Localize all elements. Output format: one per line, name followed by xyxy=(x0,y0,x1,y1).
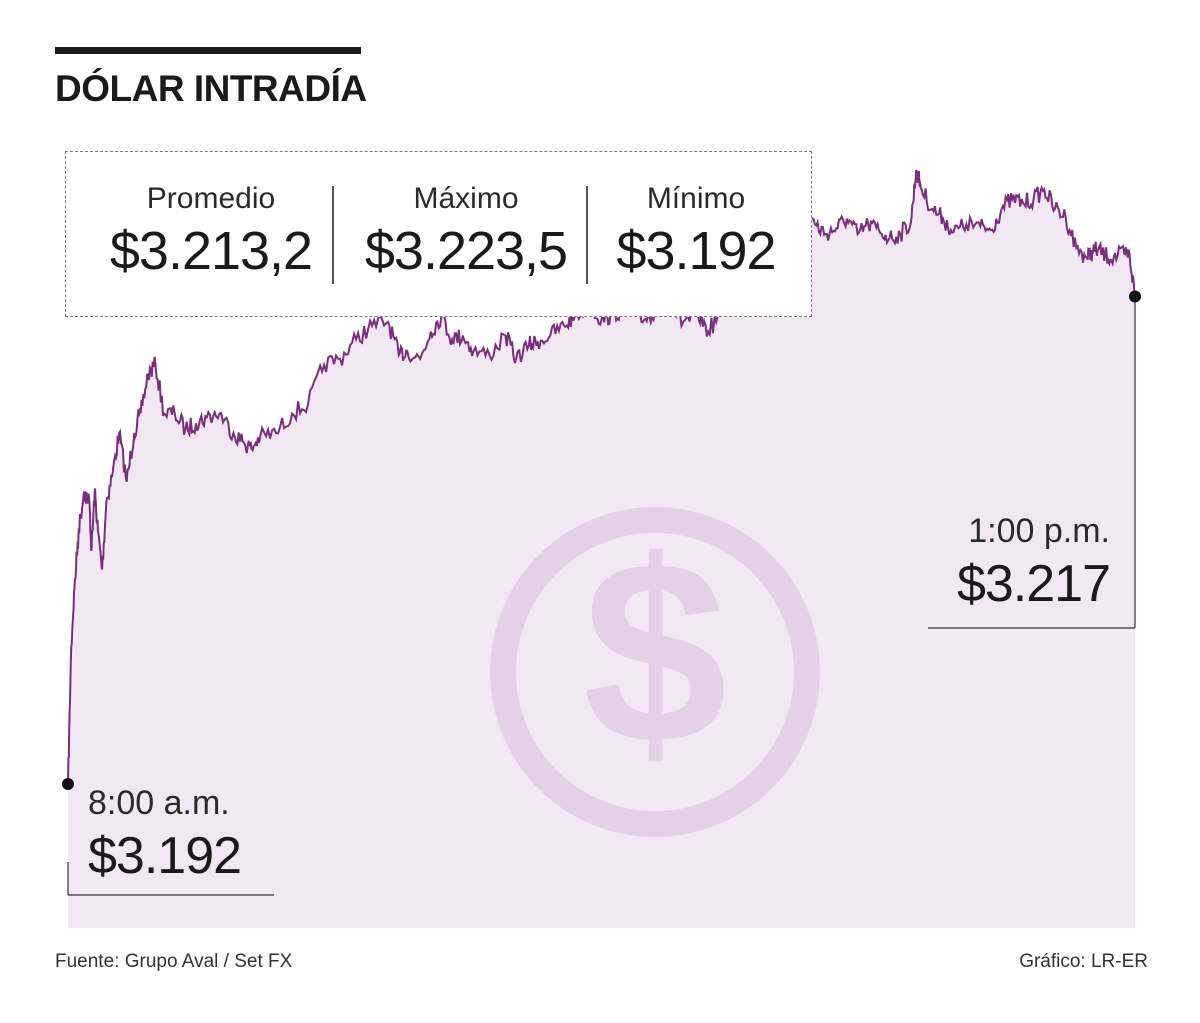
svg-text:$: $ xyxy=(583,508,728,798)
stat-max-label: Máximo xyxy=(413,182,519,215)
stat-average-label: Promedio xyxy=(146,182,276,215)
title-rule xyxy=(55,47,361,54)
end-value-label: $3.217 xyxy=(956,555,1111,613)
stat-min-label: Mínimo xyxy=(646,182,746,215)
credit-note: Gráfico: LR-ER xyxy=(1019,951,1148,972)
stat-max-value: $3.223,5 xyxy=(364,221,568,281)
start-point xyxy=(62,778,74,790)
stat-average: Promedio $3.213,2 xyxy=(86,152,336,316)
stat-min-value: $3.192 xyxy=(616,221,776,281)
stat-divider xyxy=(332,186,334,284)
stat-divider xyxy=(586,186,588,284)
end-time-label: 1:00 p.m. xyxy=(968,512,1110,550)
start-value-label: $3.192 xyxy=(88,827,242,885)
stats-box: Promedio $3.213,2 Máximo $3.223,5 Mínimo… xyxy=(65,151,812,317)
stat-max: Máximo $3.223,5 xyxy=(346,152,586,316)
stat-min: Mínimo $3.192 xyxy=(596,152,796,316)
source-note: Fuente: Grupo Aval / Set FX xyxy=(55,951,293,972)
area-fill xyxy=(68,169,1135,929)
stat-average-value: $3.213,2 xyxy=(109,221,313,281)
dollar-coin-icon: $ xyxy=(490,507,820,837)
end-point xyxy=(1129,290,1141,303)
start-time-label: 8:00 a.m. xyxy=(88,784,230,822)
chart-title: DÓLAR INTRADÍA xyxy=(55,68,367,109)
